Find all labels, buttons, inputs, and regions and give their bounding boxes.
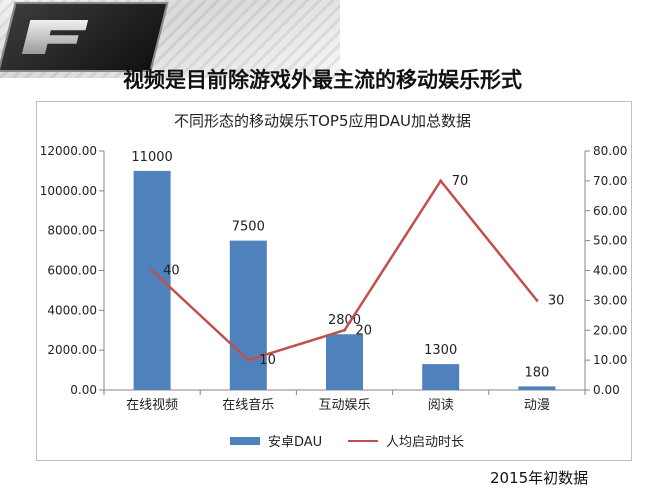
- bar: [133, 170, 171, 390]
- line-data-label: 20: [356, 323, 373, 338]
- chart-title: 不同形态的移动娱乐TOP5应用DAU加总数据: [173, 112, 472, 130]
- x-tick-label: 互动娱乐: [318, 398, 370, 413]
- y-right-tick-label: 80.00: [593, 144, 627, 158]
- line-data-label: 70: [452, 174, 469, 189]
- y-right-tick-label: 30.00: [593, 293, 627, 307]
- bar-data-label: 7500: [232, 220, 265, 235]
- bar-data-label: 11000: [131, 150, 172, 165]
- legend-line-swatch: [348, 439, 378, 442]
- bar-data-label: 1300: [424, 343, 457, 358]
- bar: [326, 334, 363, 390]
- series-line: [151, 178, 538, 362]
- y-right-tick-label: 70.00: [593, 174, 627, 188]
- line-point: [535, 298, 539, 302]
- legend-line-label: 人均启动时长: [386, 435, 465, 450]
- y-left-tick-label: 12000.00: [40, 144, 97, 158]
- y-left-tick-label: 4000.00: [47, 303, 97, 317]
- y-right-tick-label: 60.00: [593, 204, 627, 218]
- chart-legend: 安卓DAU 人均启动时长: [0, 431, 645, 451]
- line-point: [150, 269, 154, 272]
- x-tick-label: 在线视频: [126, 398, 178, 413]
- line-point: [439, 179, 443, 183]
- chart-frame: [36, 101, 632, 461]
- bar: [518, 386, 556, 390]
- footnote: 2015年初数据: [490, 469, 589, 487]
- y-left-tick-label: 10000.00: [40, 184, 97, 198]
- bar: [229, 240, 267, 390]
- y-left-tick-label: 6000.00: [47, 264, 97, 278]
- line-data-label: 10: [259, 353, 276, 368]
- x-tick-label: 在线音乐: [222, 397, 274, 413]
- page-headline: 视频是目前除游戏外最主流的移动娱乐形式: [123, 68, 522, 92]
- legend-bar-swatch: [230, 436, 260, 445]
- x-tick-label: 动漫: [524, 398, 550, 413]
- line-data-label: 30: [548, 293, 565, 308]
- y-left-tick-label: 0.00: [70, 383, 97, 397]
- bar-data-label: 180: [524, 365, 549, 380]
- y-right-tick-label: 40.00: [593, 264, 627, 278]
- legend-bar-label: 安卓DAU: [268, 435, 323, 450]
- line-point: [246, 358, 250, 362]
- y-right-tick-label: 10.00: [593, 353, 627, 367]
- y-right-tick-label: 0.00: [593, 383, 620, 397]
- legend-item-line: 人均启动时长: [348, 431, 464, 450]
- line-point: [343, 328, 346, 332]
- y-right-tick-label: 50.00: [593, 234, 627, 248]
- y-left-tick-label: 2000.00: [47, 343, 97, 357]
- line-data-label: 40: [163, 264, 180, 279]
- logo-banner: [0, 0, 340, 78]
- legend-item-bar: 安卓DAU: [230, 431, 322, 450]
- y-right-tick-label: 20.00: [593, 323, 627, 337]
- x-tick-label: 阅读: [428, 398, 454, 413]
- y-left-tick-label: 8000.00: [47, 224, 97, 238]
- bar: [422, 364, 460, 390]
